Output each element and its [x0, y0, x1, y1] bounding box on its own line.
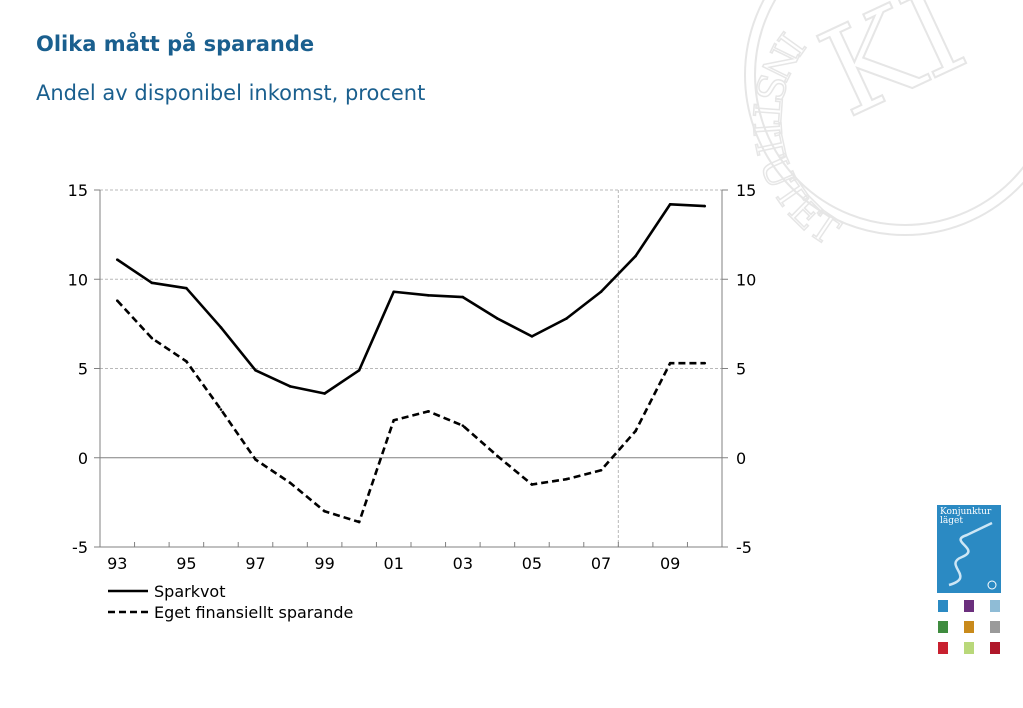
cover-thumb-gray [990, 621, 1000, 633]
axes [94, 189, 728, 548]
x-tick-label: 07 [591, 554, 611, 573]
grid [100, 189, 722, 548]
data-point [496, 317, 499, 320]
series-line-sparkvot [116, 202, 705, 395]
data-point [599, 468, 603, 472]
data-point [150, 336, 154, 340]
data-point [599, 290, 603, 294]
y-tick-label-left: 10 [68, 270, 88, 289]
ki-seal-watermark: KI INSTITUTET [743, 0, 1023, 250]
data-point [323, 510, 326, 513]
book-title-line2: läget [940, 516, 963, 526]
cover-thumb-green [938, 621, 948, 633]
x-tick-label: 97 [245, 554, 265, 573]
data-point [634, 254, 637, 258]
data-point [426, 410, 430, 413]
data-point [461, 295, 465, 299]
data-point [115, 258, 119, 261]
data-point [219, 408, 223, 411]
data-point [530, 335, 534, 338]
series-line-eget-finansiellt-sparande [116, 299, 705, 524]
y-tick-label-right: 0 [736, 449, 746, 468]
data-point [565, 317, 568, 320]
data-point [357, 520, 361, 524]
y-tick-label-right: 15 [736, 181, 756, 200]
data-point [634, 429, 637, 433]
cover-thumb-purple [964, 600, 974, 612]
x-tick-label: 93 [107, 554, 127, 573]
chart-subtitle: Andel av disponibel inkomst, procent [36, 81, 426, 105]
konjunkturlaget-cover-icon: Konjunktur läget [937, 505, 1001, 593]
data-point [565, 477, 568, 481]
y-tick-label-right: 10 [736, 270, 756, 289]
data-point [426, 294, 430, 297]
y-tick-label-left: 15 [68, 181, 88, 200]
y-tick-label-left: 5 [78, 360, 88, 379]
data-point [185, 360, 188, 363]
cover-thumb-crimson [990, 642, 1000, 654]
legend: Sparkvot Eget finansiellt sparande [108, 582, 353, 622]
data-point [254, 368, 257, 372]
book-title-line1: Konjunktur [940, 507, 992, 517]
x-tick-label: 01 [384, 554, 404, 573]
cover-thumb-lightblue [990, 600, 1000, 612]
data-point [288, 481, 292, 485]
x-tick-label: 03 [453, 554, 473, 573]
chart-title: Olika mått på sparande [36, 32, 315, 56]
x-tick-label: 99 [314, 554, 334, 573]
data-point [115, 299, 119, 302]
y-tick-label-right: -5 [736, 538, 752, 557]
data-point [323, 392, 326, 395]
y-tick-label-left: -5 [72, 538, 88, 557]
data-point [185, 286, 188, 290]
data-point [703, 204, 707, 208]
data-point [219, 326, 223, 329]
data-point [392, 418, 396, 422]
cover-thumb-blue [938, 600, 948, 612]
data-point [150, 281, 154, 285]
y-tick-label-left: 0 [78, 449, 88, 468]
legend-label: Eget finansiellt sparande [154, 603, 353, 622]
data-point [461, 424, 465, 427]
cover-thumb-lime [964, 642, 974, 654]
series-lines [115, 202, 707, 524]
data-point [357, 368, 361, 372]
x-tick-label: 09 [660, 554, 680, 573]
cover-thumb-red [938, 642, 948, 654]
data-point [392, 290, 396, 294]
y-tick-label-right: 5 [736, 360, 746, 379]
data-point [668, 361, 672, 365]
data-point [496, 454, 499, 458]
cover-thumb-orange [964, 621, 974, 633]
legend-label: Sparkvot [154, 582, 226, 601]
data-point [254, 458, 257, 461]
data-point [530, 483, 534, 486]
data-point [703, 361, 707, 365]
data-point [668, 202, 672, 206]
x-tick-label: 95 [176, 554, 196, 573]
x-tick-label: 05 [522, 554, 542, 573]
data-point [288, 385, 292, 388]
